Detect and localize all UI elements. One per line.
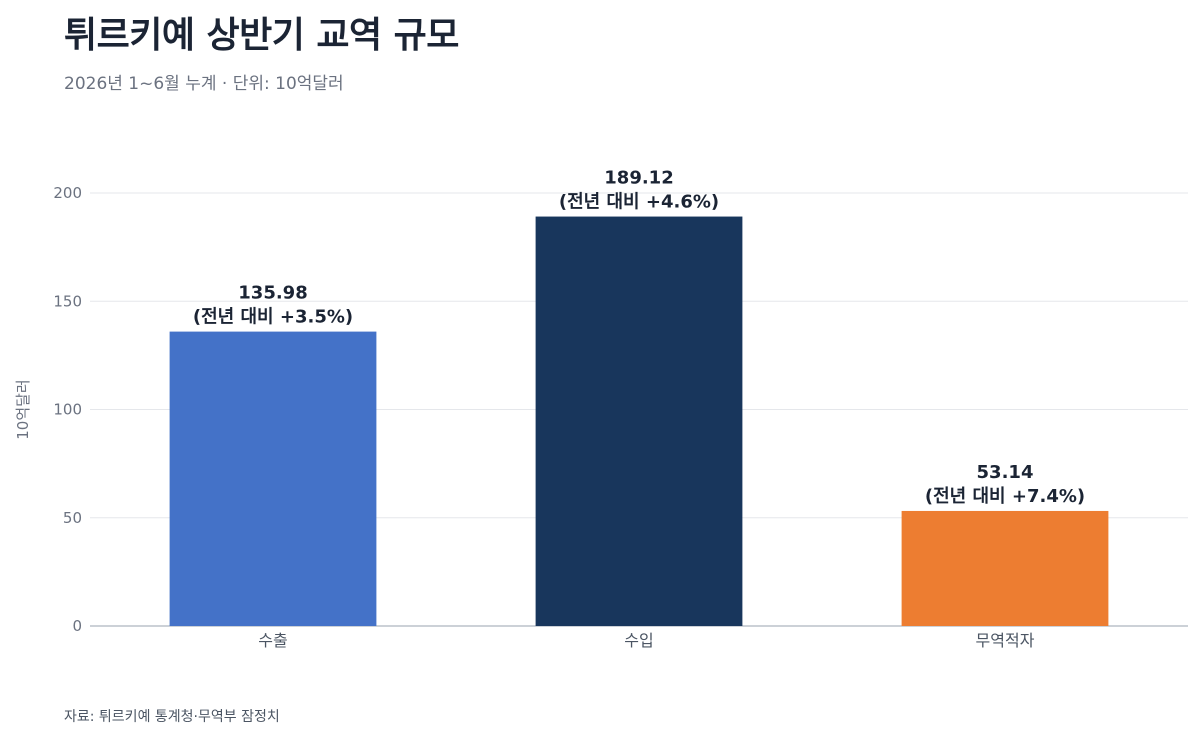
labels: 0 50 100 150 200 10억달러 135.98 (전년 대비 +3.5%) 수출 18… [14, 168, 1085, 650]
bar-2 [535, 216, 743, 626]
bars [169, 216, 1109, 626]
y-axis-title: 10억달러 [14, 379, 32, 440]
chart-title: 튀르키예 상반기 교역 규모 [64, 15, 459, 56]
bar-change-label: (전년 대비 +4.6%) [559, 192, 719, 213]
source-note: 자료: 튀르키예 통계청·무역부 잠정치 [64, 709, 280, 725]
x-category-label: 수출 [258, 631, 287, 650]
bar-value-label: 189.12 [604, 168, 673, 189]
y-tick-label: 50 [63, 509, 82, 527]
y-tick-label: 100 [53, 401, 82, 419]
y-tick-label: 150 [53, 292, 82, 310]
bar-change-label: (전년 대비 +3.5%) [193, 307, 353, 328]
bar-value-label: 135.98 [238, 283, 307, 304]
y-tick-label: 0 [72, 617, 82, 635]
x-category-label: 무역적자 [976, 631, 1035, 650]
bar-value-label: 53.14 [977, 462, 1034, 483]
bar-3 [901, 510, 1109, 626]
chart-subtitle: 2026년 1~6월 누계 · 단위: 10억달러 [64, 74, 344, 94]
bar-change-label: (전년 대비 +7.4%) [925, 486, 1085, 507]
y-tick-label: 200 [53, 184, 82, 202]
x-category-label: 수입 [624, 631, 653, 650]
bar-1 [169, 331, 377, 626]
